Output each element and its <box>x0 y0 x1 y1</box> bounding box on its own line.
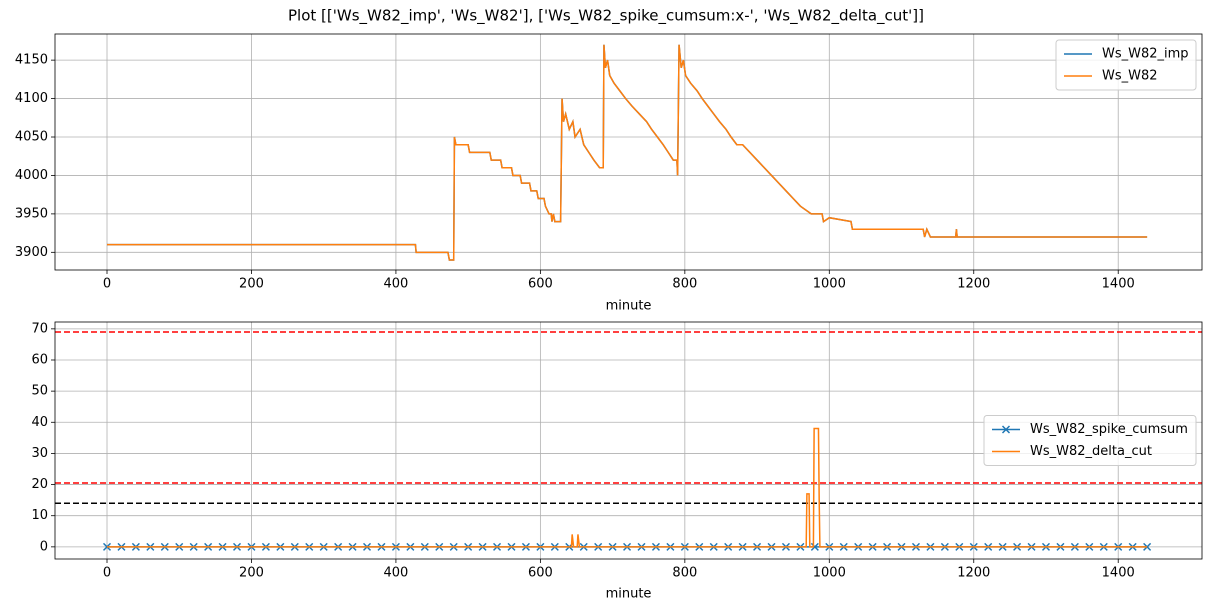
x-tick-label: 1000 <box>813 277 846 292</box>
x-tick-label: 1400 <box>1102 566 1135 581</box>
y-tick-label: 4100 <box>15 91 48 106</box>
x-tick-label: 800 <box>672 566 697 581</box>
x-tick-label: 1400 <box>1102 277 1135 292</box>
x-axis-label: minute <box>606 587 652 602</box>
marker <box>1143 542 1152 551</box>
x-tick-label: 1200 <box>957 277 990 292</box>
legend-box <box>1055 39 1197 91</box>
series-line <box>107 427 1148 548</box>
figure-title: Plot [['Ws_W82_imp', 'Ws_W82'], ['Ws_W82… <box>288 7 924 26</box>
marker <box>102 542 112 551</box>
axes-frame <box>54 321 1203 560</box>
y-tick-label: 0 <box>40 539 48 554</box>
y-tick-label: 20 <box>31 477 48 492</box>
x-tick-label: 400 <box>384 566 409 581</box>
y-tick-label: 30 <box>31 446 48 461</box>
x-axis-label: minute <box>606 299 652 314</box>
y-tick-label: 3950 <box>15 206 48 221</box>
series-line <box>107 44 1148 261</box>
x-tick-label: 600 <box>528 566 553 581</box>
y-tick-label: 4150 <box>15 53 48 68</box>
x-tick-label: 400 <box>384 277 409 292</box>
y-tick-label: 70 <box>31 321 48 336</box>
x-tick-label: 1200 <box>957 566 990 581</box>
y-tick-label: 10 <box>31 508 48 523</box>
legend-label: Ws_W82_spike_cumsum <box>1030 422 1188 437</box>
y-tick-label: 4050 <box>15 130 48 145</box>
legend-box <box>983 415 1197 466</box>
x-tick-label: 200 <box>239 277 264 292</box>
y-tick-label: 4000 <box>15 168 48 183</box>
legend-label: Ws_W82_delta_cut <box>1030 444 1152 459</box>
legend-marker <box>1001 425 1011 434</box>
plot-area <box>55 331 1202 551</box>
x-tick-label: 600 <box>528 277 553 292</box>
marker <box>810 542 819 551</box>
y-tick-label: 50 <box>31 384 48 399</box>
y-tick-label: 3900 <box>15 245 48 260</box>
y-tick-label: 40 <box>31 415 48 430</box>
legend-label: Ws_W82 <box>1102 69 1158 84</box>
x-tick-label: 200 <box>239 566 264 581</box>
x-tick-label: 1000 <box>813 566 846 581</box>
y-tick-label: 60 <box>31 352 48 367</box>
x-tick-label: 0 <box>103 277 111 292</box>
axes-frame <box>54 33 1203 271</box>
x-tick-label: 0 <box>103 566 111 581</box>
legend-label: Ws_W82_imp <box>1102 47 1189 62</box>
x-tick-label: 800 <box>672 277 697 292</box>
plot-area <box>107 44 1148 261</box>
